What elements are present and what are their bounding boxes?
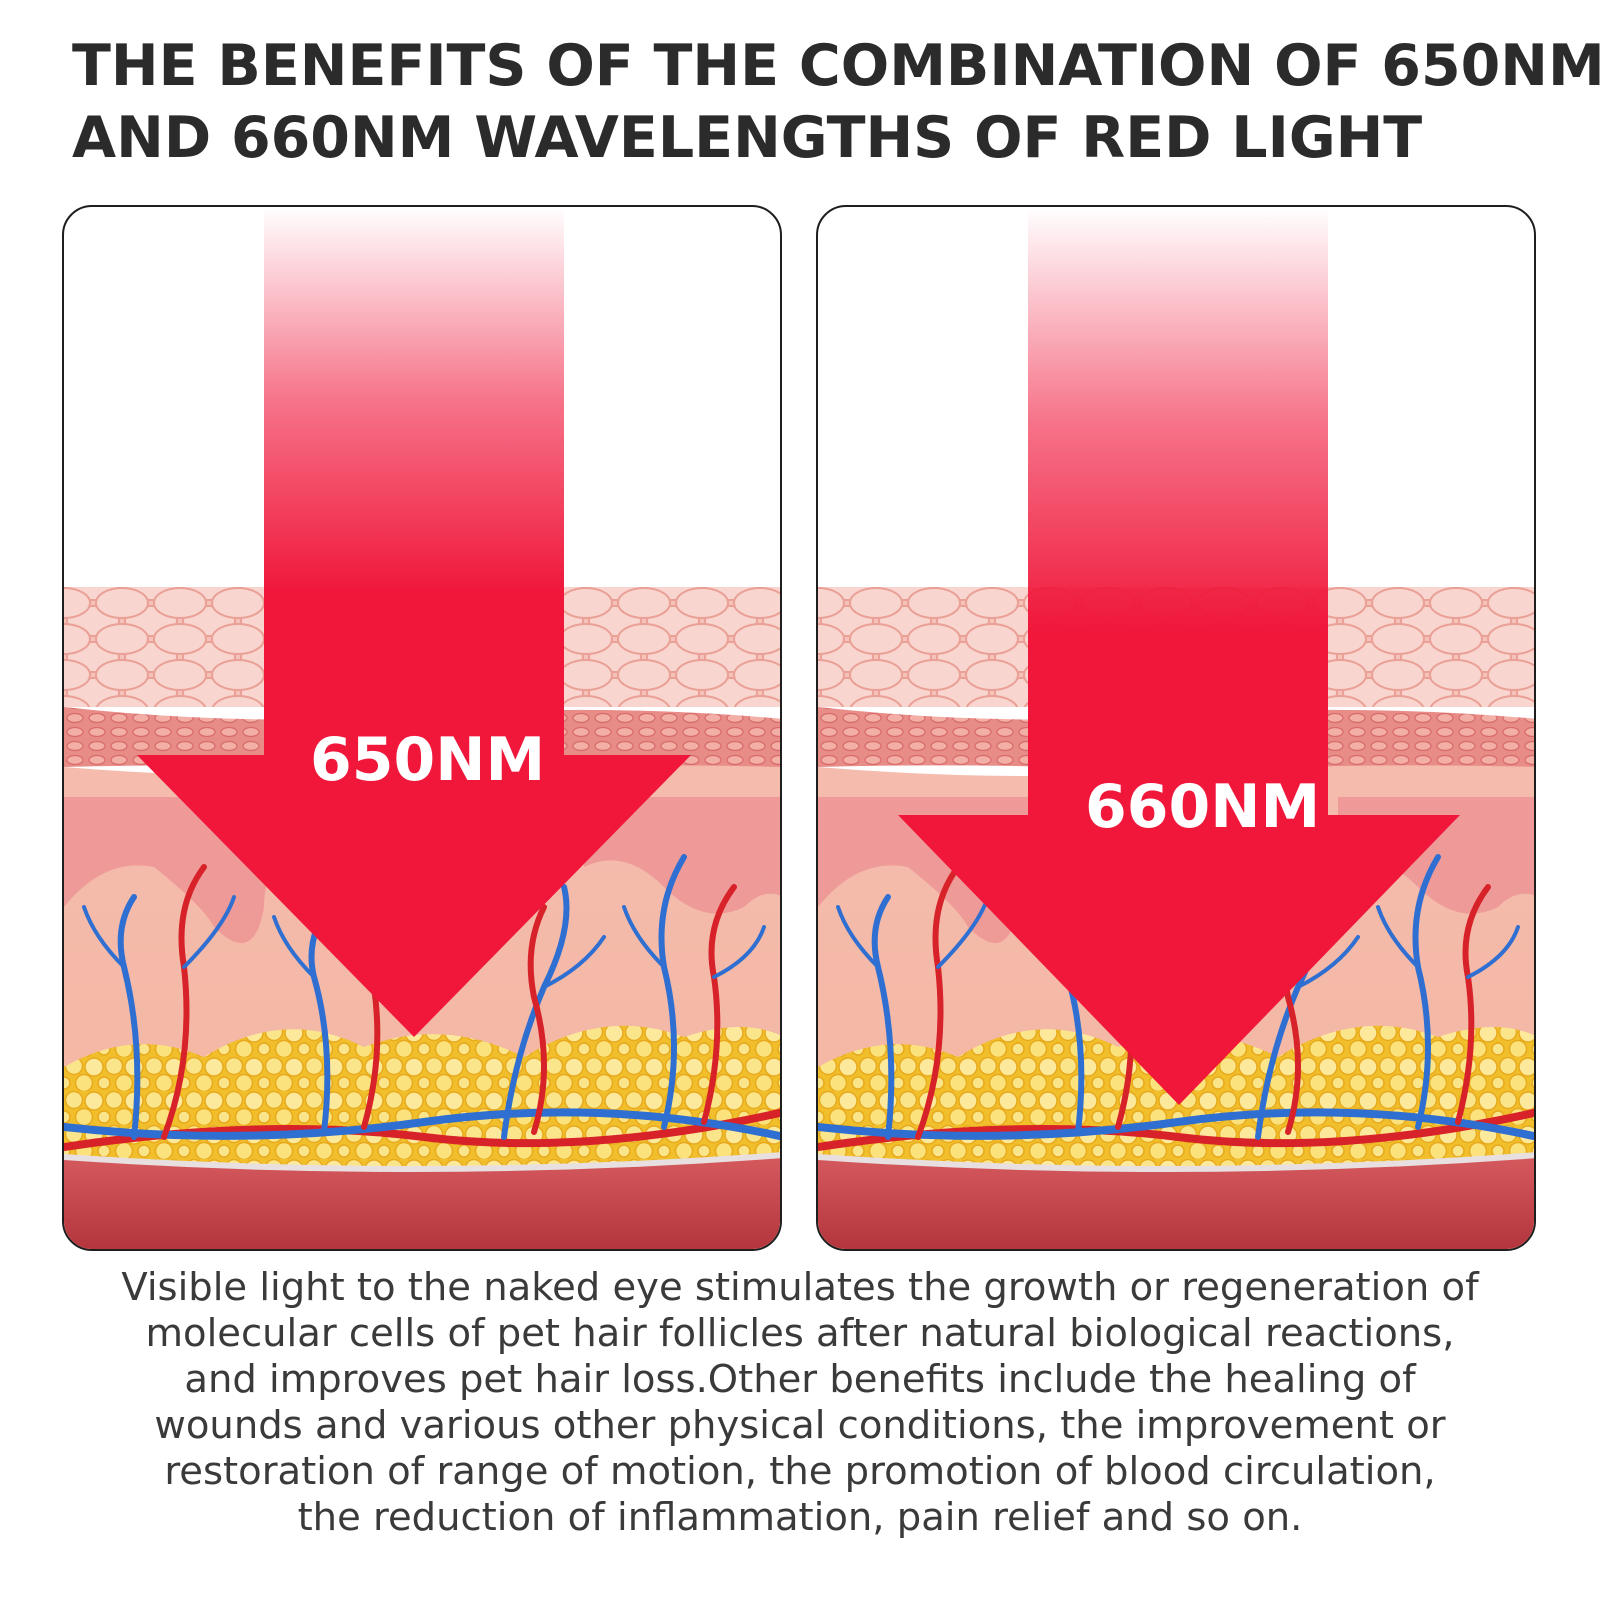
blood-vessels xyxy=(64,854,780,1151)
muscle-layer xyxy=(64,1155,780,1249)
caption-line: and improves pet hair loss.Other benefit… xyxy=(184,1357,1416,1402)
wavelength-label: 660NM xyxy=(1085,772,1321,842)
fascia-line xyxy=(818,1152,1534,1173)
description-text: Visible light to the naked eye stimulate… xyxy=(0,1265,1600,1541)
fascia-line xyxy=(64,1152,780,1173)
page-title: THE BENEFITS OF THE COMBINATION OF 650NM… xyxy=(72,30,1600,174)
arrow-head-icon xyxy=(137,755,691,1037)
caption-line: wounds and various other physical condit… xyxy=(154,1403,1446,1448)
light-beam xyxy=(264,207,564,757)
arrow-head-icon xyxy=(898,815,1460,1105)
caption-line: Visible light to the naked eye stimulate… xyxy=(121,1265,1479,1310)
title-line-1: THE BENEFITS OF THE COMBINATION OF 650NM xyxy=(72,33,1600,99)
light-beam xyxy=(1028,207,1328,817)
caption-line: restoration of range of motion, the prom… xyxy=(164,1449,1436,1494)
skin-illustration xyxy=(64,207,780,1249)
skin-illustration xyxy=(818,207,1534,1249)
panel-650nm: 650NM xyxy=(62,205,782,1251)
panel-660nm: 660NM xyxy=(816,205,1536,1251)
title-line-2: AND 660NM WAVELENGTHS OF RED LIGHT xyxy=(72,105,1423,171)
wavelength-label: 650NM xyxy=(310,725,546,795)
caption-line: molecular cells of pet hair follicles af… xyxy=(145,1311,1455,1356)
caption-line: the reduction of inflammation, pain reli… xyxy=(297,1495,1303,1540)
muscle-layer xyxy=(818,1155,1534,1249)
